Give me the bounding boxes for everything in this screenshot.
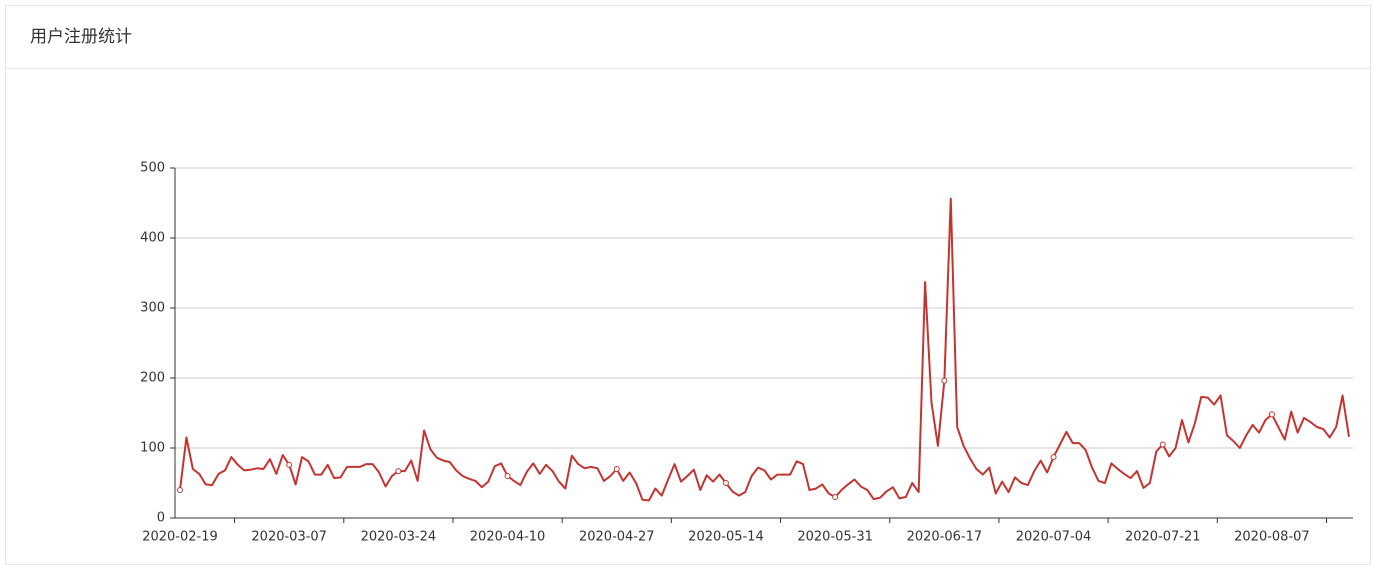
- y-tick-label: 0: [157, 511, 165, 526]
- data-point: [504, 473, 511, 479]
- data-point: [1159, 441, 1166, 448]
- x-tick-label: 2020-05-31: [797, 530, 873, 545]
- x-tick-label: 2020-07-21: [1125, 530, 1201, 545]
- y-tick-label: 100: [140, 441, 165, 456]
- y-tick-label: 300: [140, 301, 165, 316]
- data-point: [177, 487, 183, 493]
- y-tick-label: 500: [140, 161, 165, 176]
- card-title: 用户注册统计: [6, 6, 1370, 69]
- x-tick-label: 2020-03-07: [251, 530, 327, 545]
- data-point: [286, 461, 293, 468]
- data-point: [1050, 454, 1057, 461]
- series-line: [179, 197, 1350, 502]
- x-tick-label: 2020-07-04: [1016, 530, 1092, 545]
- y-tick-label: 400: [140, 231, 165, 246]
- data-point: [613, 466, 620, 472]
- x-tick-label: 2020-08-07: [1234, 530, 1310, 545]
- x-tick-label: 2020-04-27: [579, 530, 655, 545]
- data-point: [832, 494, 839, 500]
- x-tick-label: 2020-04-10: [470, 530, 546, 545]
- data-point: [1268, 411, 1275, 418]
- x-tick-label: 2020-02-19: [142, 530, 218, 545]
- y-tick-label: 200: [140, 371, 165, 386]
- data-point: [941, 377, 948, 384]
- x-tick-label: 2020-03-24: [361, 530, 437, 545]
- x-tick-label: 2020-05-14: [688, 530, 764, 545]
- data-point: [395, 468, 402, 475]
- x-tick-label: 2020-06-17: [907, 530, 983, 545]
- data-point: [722, 480, 729, 486]
